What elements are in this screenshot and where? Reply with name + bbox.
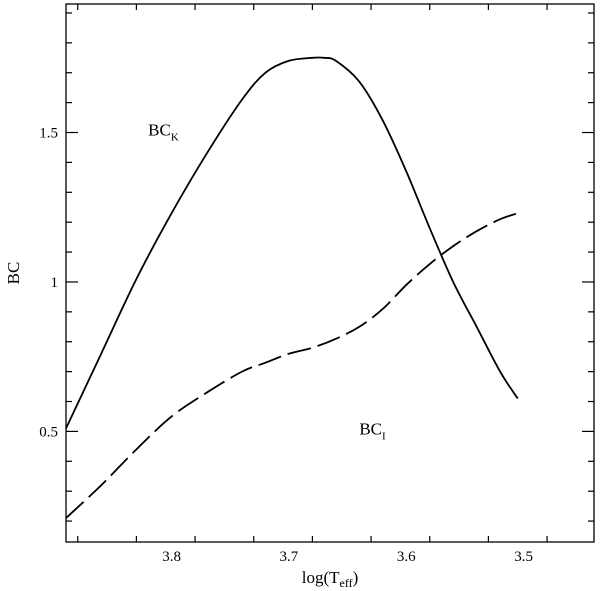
x-tick-label: 3.7 (280, 549, 299, 565)
plot-frame (65, 3, 595, 543)
tick-labels: 3.8 3.7 3.6 3.5 0.5 1 1.5 (39, 126, 533, 565)
y-tick-label: 0.5 (39, 424, 58, 440)
x-tick-label: 3.6 (397, 549, 416, 565)
x-axis-label: log(Teff) (302, 568, 359, 590)
series-group (65, 56, 519, 519)
y-axis-label: BC (4, 262, 23, 285)
y-tick-label: 1 (51, 275, 59, 291)
tick-marks (66, 4, 594, 542)
bc-i-label: BCI (359, 419, 386, 442)
bc-k-label: BCK (148, 121, 179, 144)
bc-i-line (65, 212, 519, 519)
x-tick-label: 3.8 (162, 549, 181, 565)
y-tick-label: 1.5 (39, 126, 58, 142)
bc-k-line (65, 56, 519, 429)
x-axis-label-subscript: eff (340, 576, 353, 590)
x-tick-label: 3.5 (514, 549, 533, 565)
annotations: BCK BCI (148, 121, 386, 443)
